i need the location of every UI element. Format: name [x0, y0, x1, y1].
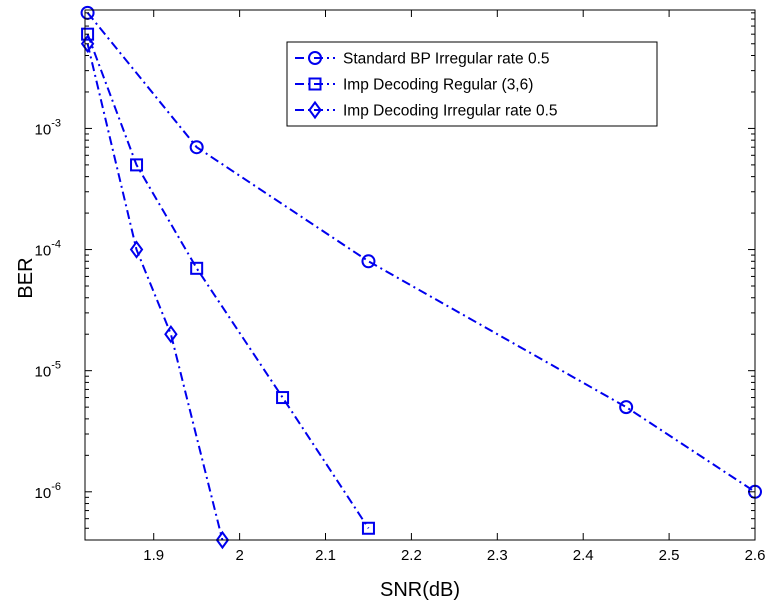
legend: Standard BP Irregular rate 0.5 Imp Decodi…: [286, 41, 658, 127]
legend-entry: Standard BP Irregular rate 0.5: [295, 51, 550, 68]
data-point: [215, 530, 230, 550]
legend-label: Standard BP Irregular rate 0.5: [343, 51, 550, 68]
legend-box: [286, 41, 658, 127]
data-point: [164, 325, 178, 344]
data-point: [81, 27, 95, 41]
legend-entry: Imp Decoding Irregular rate 0.5: [295, 100, 558, 120]
x-tick-label: 2.4: [573, 547, 594, 564]
x-tick-label: 2.3: [487, 547, 508, 564]
legend-marker: [308, 51, 322, 65]
legend-label: Imp Decoding Irregular rate 0.5: [343, 103, 558, 120]
y-tick-label: 10-6: [35, 481, 61, 502]
data-point: [619, 400, 634, 415]
series-2: [81, 27, 375, 535]
series-3: [80, 34, 230, 550]
data-point: [129, 240, 144, 259]
y-tick-label: 10-5: [35, 360, 61, 381]
data-point: [361, 254, 376, 269]
y-axis-label: BER: [15, 257, 37, 298]
axes-layer: 1.9 2 2.1 2.2 2.3 2.4 2.5 2.6 10-3 10-4 10-5 10-6: [35, 9, 766, 564]
data-point: [189, 140, 204, 155]
x-tick-label: 2.6: [745, 547, 766, 564]
y-tick-label: 10-4: [35, 239, 61, 260]
y-tick-label: 10-3: [35, 117, 61, 138]
data-point: [130, 158, 144, 172]
legend-marker: [308, 100, 322, 120]
plot-frame: [84, 9, 756, 541]
data-point: [190, 261, 204, 275]
data-point: [80, 34, 95, 53]
data-point: [276, 391, 290, 405]
legend-entry: Imp Decoding Regular (3,6): [295, 77, 533, 94]
legend-label: Imp Decoding Regular (3,6): [343, 77, 533, 94]
data-point: [361, 521, 375, 535]
x-axis-label: SNR(dB): [380, 579, 460, 601]
x-tick-label: 2.2: [401, 547, 422, 564]
x-tick-label: 2: [235, 547, 243, 564]
legend-marker: [308, 77, 322, 91]
x-tick-label: 2.5: [659, 547, 680, 564]
x-tick-label: 2.1: [315, 547, 336, 564]
series-line: [86, 12, 756, 493]
x-tick-label: 1.9: [143, 547, 164, 564]
